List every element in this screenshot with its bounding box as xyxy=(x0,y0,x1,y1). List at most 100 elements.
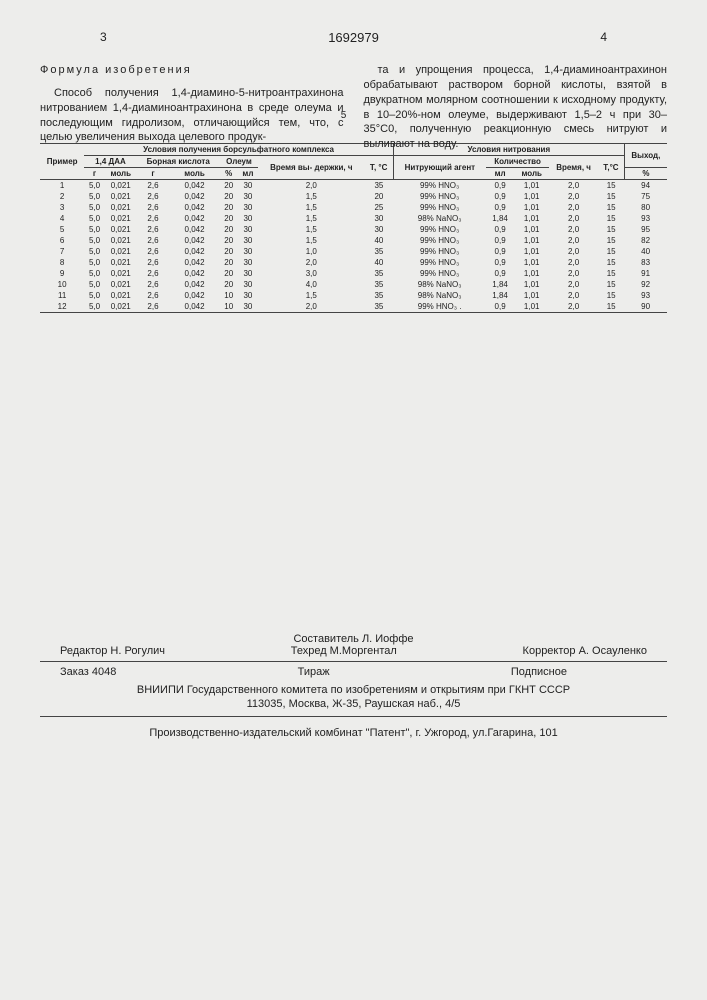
table-cell: 99% HNO₃ xyxy=(393,202,486,213)
table-cell: 30 xyxy=(238,180,258,192)
table-cell: 2,6 xyxy=(137,180,170,192)
col-daa: 1,4 ДАА xyxy=(84,156,136,168)
table-cell: 1,5 xyxy=(258,191,364,202)
table-row: 25,00,0212,60,04220301,52099% HNO₃0,91,0… xyxy=(40,191,667,202)
table-cell: 2,6 xyxy=(137,268,170,279)
table-cell: 40 xyxy=(624,246,667,257)
table-cell: 0,042 xyxy=(169,213,219,224)
table-cell: 30 xyxy=(238,202,258,213)
table-cell: 1 xyxy=(40,180,84,192)
table-cell: 1,5 xyxy=(258,224,364,235)
col-ml: мл xyxy=(238,168,258,180)
page-number-left: 3 xyxy=(100,30,107,44)
table-row: 125,00,0212,60,04210302,03599% HNO₃ .0,9… xyxy=(40,301,667,313)
footer-org: ВНИИПИ Государственного комитета по изоб… xyxy=(40,684,667,696)
table-cell: 2,0 xyxy=(549,235,598,246)
col-mol3: моль xyxy=(514,168,549,180)
table-cell: 98% NaNO₃ xyxy=(393,213,486,224)
table-cell: 99% HNO₃ xyxy=(393,180,486,192)
table-cell: 2,6 xyxy=(137,235,170,246)
footer-techred: Техред М.Моргентал xyxy=(291,645,397,657)
table-cell: 5,0 xyxy=(84,279,105,290)
table-cell: 1,01 xyxy=(514,191,549,202)
table-cell: 15 xyxy=(598,279,624,290)
table-row: 65,00,0212,60,04220301,54099% HNO₃0,91,0… xyxy=(40,235,667,246)
table-cell: 1,84 xyxy=(486,279,514,290)
table-cell: 20 xyxy=(220,235,238,246)
table-cell: 2,0 xyxy=(258,257,364,268)
table-cell: 20 xyxy=(220,180,238,192)
col-mol: моль xyxy=(105,168,137,180)
table-row: 45,00,0212,60,04220301,53098% NaNO₃1,841… xyxy=(40,213,667,224)
table-cell: 30 xyxy=(238,301,258,313)
table-cell: 30 xyxy=(238,191,258,202)
table-cell: 35 xyxy=(364,301,393,313)
table-cell: 0,021 xyxy=(105,235,137,246)
table-cell: 1,01 xyxy=(514,224,549,235)
table-cell: 40 xyxy=(364,257,393,268)
table-cell: 2 xyxy=(40,191,84,202)
table-cell: 5,0 xyxy=(84,213,105,224)
table-row: 105,00,0212,60,04220304,03598% NaNO₃1,84… xyxy=(40,279,667,290)
table-cell: 0,021 xyxy=(105,202,137,213)
footer-corrector: Корректор А. Осауленко xyxy=(523,645,647,657)
table-cell: 10 xyxy=(220,301,238,313)
table-cell: 2,0 xyxy=(258,180,364,192)
table-cell: 0,042 xyxy=(169,191,219,202)
data-table: Пример Условия получения борсульфатного … xyxy=(40,143,667,313)
table-cell: 35 xyxy=(364,279,393,290)
table-cell: 5,0 xyxy=(84,246,105,257)
footer-editor: Редактор Н. Рогулич xyxy=(60,645,165,657)
col-qty: Количество xyxy=(486,156,549,168)
table-cell: 98% NaNO₃ xyxy=(393,279,486,290)
table-cell: 90 xyxy=(624,301,667,313)
table-cell: 15 xyxy=(598,202,624,213)
table-cell: 5,0 xyxy=(84,202,105,213)
table-row: 55,00,0212,60,04220301,53099% HNO₃0,91,0… xyxy=(40,224,667,235)
table-cell: 30 xyxy=(238,235,258,246)
table-cell: 0,9 xyxy=(486,202,514,213)
table-row: 15,00,0212,60,04220302,03599% HNO₃0,91,0… xyxy=(40,180,667,192)
table-cell: 0,042 xyxy=(169,268,219,279)
table-cell: 92 xyxy=(624,279,667,290)
table-cell: 1,0 xyxy=(258,246,364,257)
table-cell: 5,0 xyxy=(84,257,105,268)
table-cell: 0,9 xyxy=(486,180,514,192)
table-cell: 30 xyxy=(238,290,258,301)
col-g2: г xyxy=(137,168,170,180)
table-cell: 20 xyxy=(220,257,238,268)
table-cell: 75 xyxy=(624,191,667,202)
table-cell: 0,021 xyxy=(105,224,137,235)
table-cell: 2,0 xyxy=(549,191,598,202)
table-cell: 30 xyxy=(238,246,258,257)
table-cell: 5,0 xyxy=(84,224,105,235)
table-cell: 0,9 xyxy=(486,268,514,279)
table-cell: 15 xyxy=(598,268,624,279)
footer: Составитель Л. Иоффе Редактор Н. Рогулич… xyxy=(40,633,667,739)
table-cell: 7 xyxy=(40,246,84,257)
table-cell: 5,0 xyxy=(84,235,105,246)
table-cell: 0,042 xyxy=(169,224,219,235)
table-cell: 15 xyxy=(598,290,624,301)
table-cell: 1,01 xyxy=(514,268,549,279)
table-cell: 0,042 xyxy=(169,202,219,213)
table-cell: 0,042 xyxy=(169,301,219,313)
table-cell: 15 xyxy=(598,213,624,224)
table-cell: 1,01 xyxy=(514,213,549,224)
table-cell: 0,042 xyxy=(169,246,219,257)
table-cell: 0,021 xyxy=(105,301,137,313)
table-cell: 2,6 xyxy=(137,224,170,235)
table-cell: 1,01 xyxy=(514,290,549,301)
formula-title: Формула изобретения xyxy=(40,63,344,78)
table-cell: 20 xyxy=(220,213,238,224)
table-cell: 0,021 xyxy=(105,268,137,279)
table-cell: 1,01 xyxy=(514,235,549,246)
table-cell: 6 xyxy=(40,235,84,246)
table-cell: 0,042 xyxy=(169,180,219,192)
table-cell: 2,0 xyxy=(549,213,598,224)
table-cell: 5,0 xyxy=(84,290,105,301)
table-cell: 2,0 xyxy=(549,268,598,279)
table-cell: 5,0 xyxy=(84,180,105,192)
table-cell: 0,9 xyxy=(486,191,514,202)
col-ml2: мл xyxy=(486,168,514,180)
